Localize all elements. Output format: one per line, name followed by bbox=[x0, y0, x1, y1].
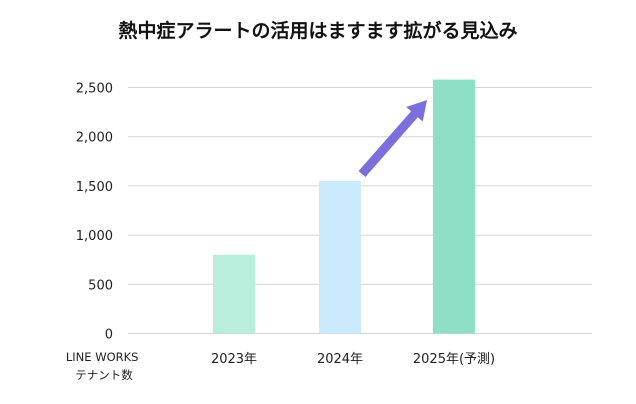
x-axis-label: LINE WORKS テナント数 bbox=[66, 350, 142, 382]
y-tick-label-0: 0 bbox=[105, 328, 113, 343]
arrow-up-right-icon bbox=[358, 100, 427, 177]
y-tick-label-2500: 2,500 bbox=[76, 82, 113, 97]
x-axis-categories: 2023年 2024年 2025年(予測) bbox=[211, 352, 495, 367]
bar-1 bbox=[213, 254, 255, 334]
chart-title: 熱中症アラートの活用はますます拡がる見込み bbox=[118, 19, 517, 42]
y-tick-label-1500: 1,500 bbox=[76, 180, 113, 195]
x-category-label-3: 2025年(予測) bbox=[413, 352, 495, 367]
y-tick-label-500: 500 bbox=[88, 278, 113, 293]
bar-3 bbox=[433, 79, 475, 334]
bar-2 bbox=[319, 180, 361, 334]
x-category-label-2: 2024年 bbox=[317, 352, 363, 367]
x-axis-label-line-2: テナント数 bbox=[75, 368, 133, 382]
x-axis-label-line-1: LINE WORKS bbox=[66, 350, 139, 364]
x-category-label-1: 2023年 bbox=[211, 352, 257, 367]
y-axis-ticks: 0 500 1,000 1,500 2,000 2,500 bbox=[76, 82, 113, 343]
y-tick-label-2000: 2,000 bbox=[76, 131, 113, 146]
y-tick-label-1000: 1,000 bbox=[76, 229, 113, 244]
increase-arrow bbox=[358, 100, 427, 177]
bars bbox=[213, 79, 475, 334]
